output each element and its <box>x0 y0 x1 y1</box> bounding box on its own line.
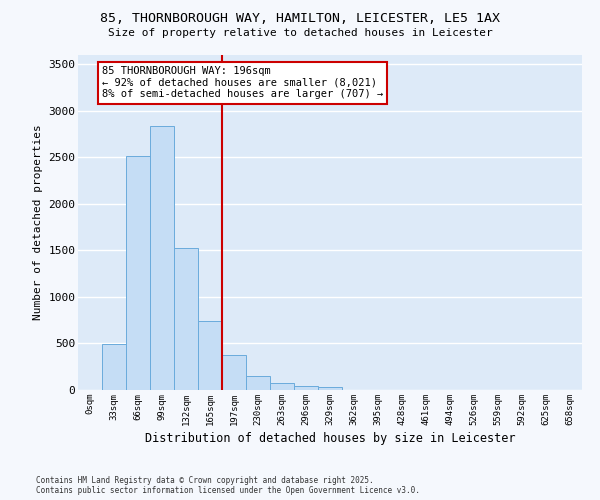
Bar <box>126 156 150 390</box>
Bar <box>294 386 318 390</box>
Y-axis label: Number of detached properties: Number of detached properties <box>32 124 43 320</box>
X-axis label: Distribution of detached houses by size in Leicester: Distribution of detached houses by size … <box>145 432 515 445</box>
Text: Size of property relative to detached houses in Leicester: Size of property relative to detached ho… <box>107 28 493 38</box>
Bar <box>318 386 342 390</box>
Text: 85 THORNBOROUGH WAY: 196sqm
← 92% of detached houses are smaller (8,021)
8% of s: 85 THORNBOROUGH WAY: 196sqm ← 92% of det… <box>102 66 383 100</box>
Bar <box>150 126 174 390</box>
Bar <box>222 354 246 390</box>
Bar <box>102 344 126 390</box>
Bar <box>174 248 198 390</box>
Bar <box>246 376 270 390</box>
Bar <box>198 321 222 390</box>
Bar <box>270 384 294 390</box>
Text: Contains HM Land Registry data © Crown copyright and database right 2025.
Contai: Contains HM Land Registry data © Crown c… <box>36 476 420 495</box>
Text: 85, THORNBOROUGH WAY, HAMILTON, LEICESTER, LE5 1AX: 85, THORNBOROUGH WAY, HAMILTON, LEICESTE… <box>100 12 500 26</box>
